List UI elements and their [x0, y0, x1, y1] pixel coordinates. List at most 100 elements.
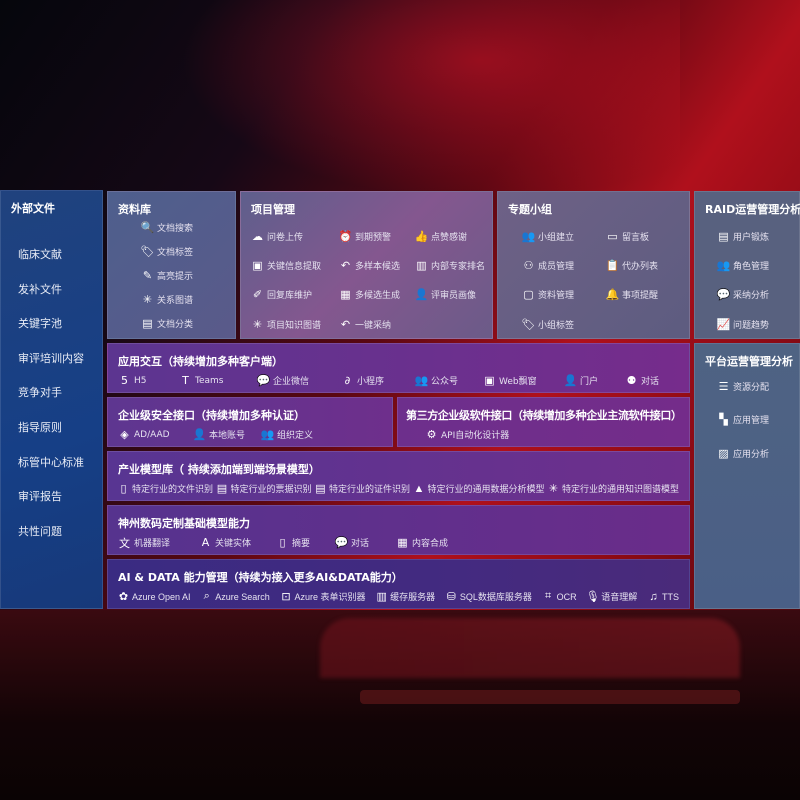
- item-label: 应用分析: [733, 450, 770, 460]
- item-label: 资料管理: [538, 291, 575, 301]
- proj-item[interactable]: ▦ 多候选生成: [339, 288, 400, 301]
- app-item[interactable]: 👤 门户: [564, 374, 598, 387]
- group-item[interactable]: ⚇ 成员管理: [522, 259, 574, 272]
- proj-item[interactable]: ✳ 项目知识图谱: [251, 318, 321, 331]
- app-item[interactable]: 👥 公众号: [415, 374, 458, 387]
- receipt-icon: ▤: [216, 483, 228, 495]
- sec-item[interactable]: 👥 组织定义: [261, 428, 313, 441]
- sec-item[interactable]: ◈ AD/AAD: [118, 428, 169, 441]
- ai-item[interactable]: ⊡ Azure 表单识别器: [280, 590, 365, 603]
- ind-item[interactable]: ▲ 特定行业的通用数据分析模型: [413, 482, 545, 495]
- proj-item[interactable]: ☁ 问卷上传: [251, 230, 303, 243]
- clipboard-icon: 📋: [605, 259, 620, 272]
- base-item[interactable]: A 关键实体: [199, 536, 251, 549]
- panel-title: 资料库: [118, 203, 151, 216]
- third-item[interactable]: ⚙ API自动化设计器: [425, 428, 510, 441]
- panel-title: 第三方企业级软件接口（持续增加多种企业主流软件接口）: [406, 409, 682, 422]
- ind-item[interactable]: ▤ 特定行业的票据识别: [216, 482, 312, 495]
- ai-item[interactable]: ▥ 缓存服务器: [376, 590, 435, 603]
- sidebar-external-files: 外部文件 临床文献发补文件关键字池审评培训内容 竞争对手指导原则标管中心标准 审评报…: [0, 190, 103, 609]
- ai-item[interactable]: ⌕ Azure Search: [201, 590, 270, 603]
- base-item[interactable]: 文机器翻译: [118, 536, 170, 550]
- plat-item[interactable]: ▨ 应用分析: [717, 447, 769, 460]
- proj-item[interactable]: ↶ 一键采纳: [339, 318, 391, 331]
- ind-item[interactable]: ▯ 特定行业的文件识别: [118, 482, 213, 495]
- proj-item[interactable]: ▣ 关键信息提取: [251, 259, 321, 272]
- users-icon: 👥: [414, 374, 429, 387]
- item-label: 对话: [641, 377, 660, 387]
- proj-item[interactable]: ▥ 内部专家排名: [415, 259, 485, 272]
- lib-item[interactable]: 🏷 文档标签: [141, 245, 194, 258]
- lib-item[interactable]: ▤ 文档分类: [141, 317, 193, 330]
- sidebar-item[interactable]: 标管中心标准: [18, 455, 84, 469]
- proj-item[interactable]: 👍 点赞感谢: [415, 230, 467, 243]
- base-item[interactable]: ▦ 内容合成: [396, 536, 448, 549]
- app-item[interactable]: T Teams: [179, 374, 223, 387]
- plat-item[interactable]: ☰ 资源分配: [717, 380, 769, 393]
- group-item[interactable]: 📋 代办列表: [606, 259, 658, 272]
- panel-title: 平台运营管理分析: [705, 355, 793, 368]
- proj-item[interactable]: ↶ 多样本候选: [339, 259, 400, 272]
- ind-item[interactable]: ▤ 特定行业的证件识别: [315, 482, 410, 495]
- app-item[interactable]: ⚉ 对话: [625, 374, 659, 387]
- ai-item[interactable]: ♫ TTS: [648, 590, 679, 603]
- lib-item[interactable]: ✳ 关系图谱: [141, 293, 193, 306]
- app-item[interactable]: ∂ 小程序: [341, 374, 384, 387]
- proj-item[interactable]: 👤 评审员画像: [415, 288, 476, 301]
- lib-item[interactable]: ✎ 高亮提示: [141, 269, 193, 282]
- sec-item[interactable]: 👤 本地账号: [193, 428, 245, 441]
- ai-item[interactable]: 🎙 语音理解: [586, 590, 638, 603]
- lib-item[interactable]: 🔍 文档搜索: [141, 221, 193, 234]
- sidebar-item[interactable]: 发补文件: [18, 282, 62, 296]
- item-label: 门户: [580, 377, 599, 387]
- sidebar-item[interactable]: 审评报告: [18, 490, 62, 504]
- sidebar-item[interactable]: 共性问题: [18, 524, 62, 538]
- bbs-icon: ▭: [607, 230, 618, 243]
- app-item[interactable]: 5 H5: [118, 374, 147, 387]
- base-item[interactable]: ▯ 摘要: [276, 536, 310, 549]
- sidebar-item[interactable]: 竞争对手: [18, 386, 62, 400]
- group-item[interactable]: 👥 小组建立: [522, 230, 574, 243]
- group-item[interactable]: ▢ 资料管理: [522, 288, 574, 301]
- user-icon: 👤: [192, 428, 207, 441]
- chat-users-icon: ⚉: [626, 374, 637, 387]
- item-label: 特定行业的通用数据分析模型: [427, 484, 545, 494]
- raid-item[interactable]: 👥 角色管理: [717, 259, 769, 272]
- ind-item[interactable]: ✳ 特定行业的通用知识图谱模型: [548, 482, 679, 495]
- item-label: 用户锻炼: [733, 233, 770, 243]
- ai-item[interactable]: ⌗ OCR: [543, 590, 577, 603]
- ai-item[interactable]: ✿ Azure Open AI: [118, 590, 191, 603]
- panel-title: 企业级安全接口（持续增加多种认证）: [118, 409, 305, 422]
- group-item[interactable]: 🏷 小组标签: [522, 318, 575, 331]
- base-item[interactable]: 💬 对话: [335, 536, 369, 549]
- app-item[interactable]: 💬 企业微信: [257, 374, 309, 387]
- item-label: 内部专家排名: [431, 262, 486, 272]
- panel-topic-group: 专题小组 👥 小组建立 ▭ 留言板 ⚇ 成员管理 📋 代办列表 ▢ 资料管理 🔔 事项提醒 🏷 小组标签: [497, 191, 690, 339]
- window-icon: ▣: [252, 259, 263, 272]
- raid-item[interactable]: 📈 问题趋势: [717, 318, 769, 331]
- sidebar-title: 外部文件: [11, 202, 55, 215]
- group-item[interactable]: ▭ 留言板: [606, 230, 649, 243]
- entity-icon: A: [201, 536, 210, 549]
- proj-item[interactable]: ⏰ 到期预警: [339, 230, 391, 243]
- proj-item[interactable]: ✐ 回复库维护: [251, 288, 312, 301]
- qa-icon: 💬: [716, 288, 731, 301]
- item-label: 小程序: [357, 377, 385, 387]
- group-item[interactable]: 🔔 事项提醒: [606, 288, 658, 301]
- app-item[interactable]: ▣ Web飘窗: [483, 374, 536, 387]
- item-label: 本地账号: [209, 431, 246, 441]
- panel-title: 项目管理: [251, 203, 295, 216]
- raid-item[interactable]: 💬 采纳分析: [717, 288, 769, 301]
- sidebar-item[interactable]: 临床文献: [18, 248, 62, 261]
- ai-item[interactable]: ⛁ SQL数据库服务器: [446, 590, 532, 603]
- sidebar-item[interactable]: 指导原则: [18, 421, 62, 434]
- item-label: 点赞感谢: [431, 233, 468, 243]
- bell-icon: 🔔: [605, 288, 620, 301]
- reply-icon: ↶: [340, 259, 351, 272]
- item-label: Azure 表单识别器: [294, 592, 366, 602]
- sidebar-item[interactable]: 审评培训内容: [18, 351, 84, 365]
- server-icon: ▥: [376, 591, 387, 603]
- sidebar-item[interactable]: 关键字池: [18, 317, 62, 331]
- plat-item[interactable]: ▚ 应用管理: [717, 413, 769, 426]
- raid-item[interactable]: ▤ 用户锻炼: [717, 230, 769, 243]
